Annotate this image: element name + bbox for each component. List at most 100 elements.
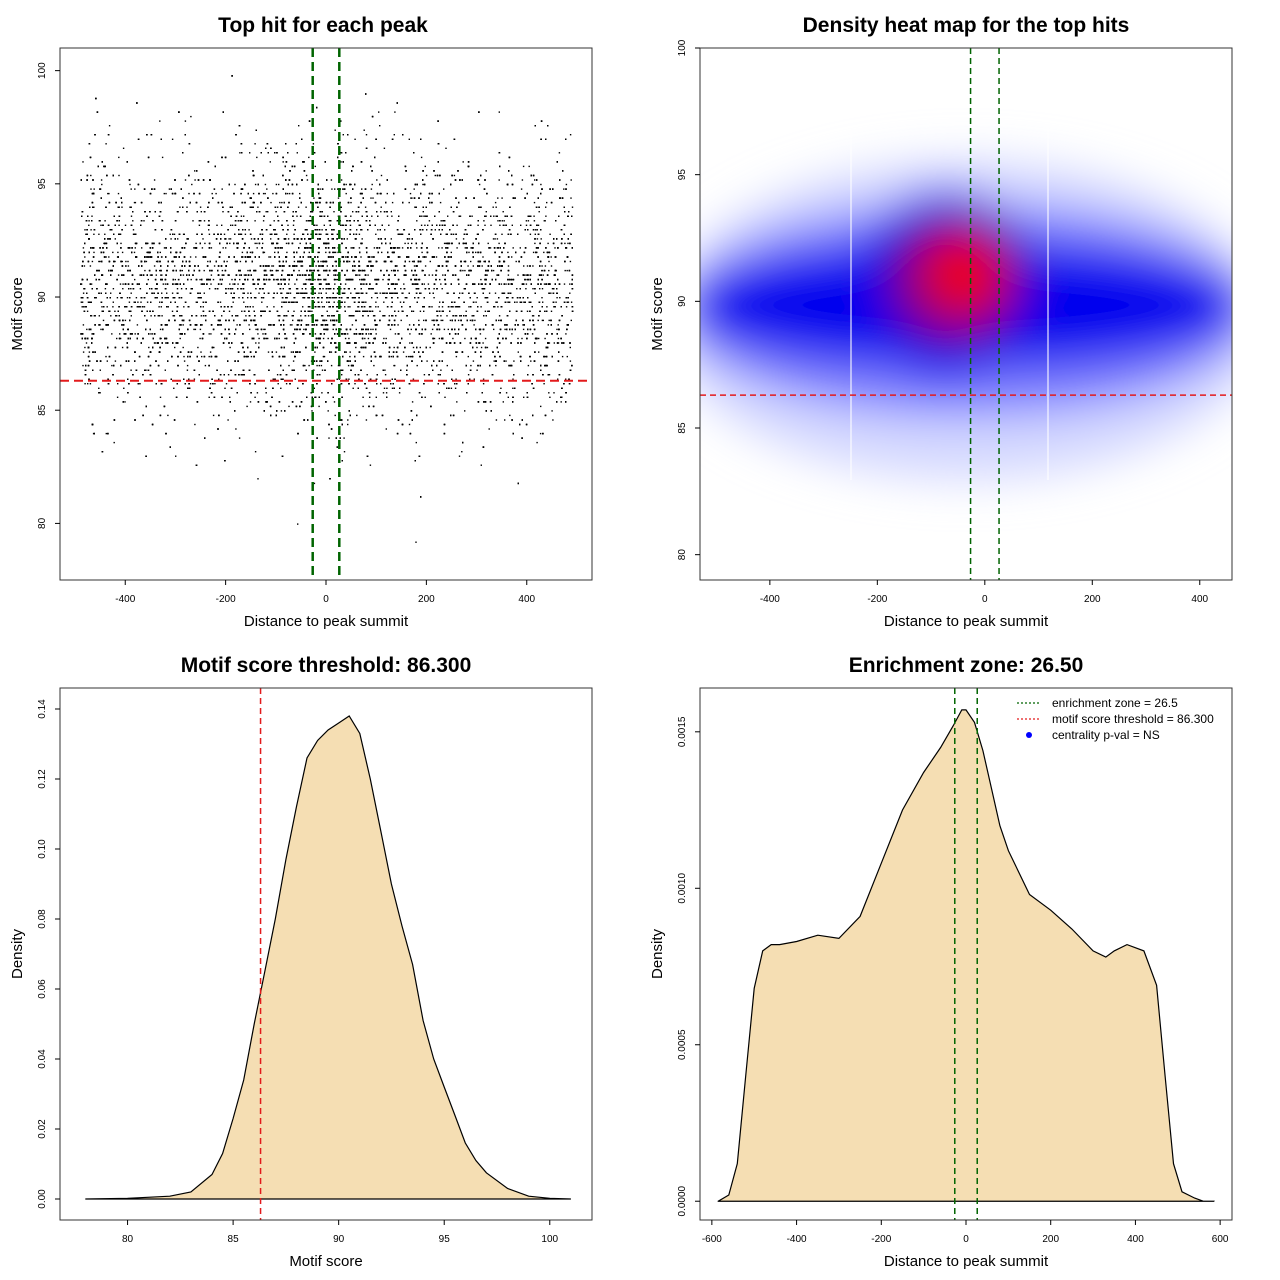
scatter-point <box>415 541 417 543</box>
scatter-point <box>356 414 358 417</box>
scatter-point <box>320 364 323 367</box>
scatter-point <box>258 337 260 340</box>
scatter-point <box>213 265 216 267</box>
scatter-point <box>333 211 335 213</box>
scatter-point <box>167 306 169 308</box>
scatter-point <box>254 143 256 145</box>
scatter-point <box>275 278 277 281</box>
scatter-point <box>467 265 469 267</box>
scatter-point <box>424 215 427 217</box>
scatter-point <box>288 364 290 367</box>
scatter-point <box>267 337 269 340</box>
scatter-point <box>370 188 373 190</box>
scatter-point <box>339 224 342 226</box>
scatter-point <box>375 306 377 308</box>
scatter-point <box>201 355 203 358</box>
scatter-point <box>210 333 212 335</box>
scatter-point <box>343 288 345 290</box>
scatter-point <box>365 419 368 421</box>
scatter-point <box>534 233 536 235</box>
scatter-point <box>312 143 315 145</box>
scatter-point <box>242 292 244 294</box>
scatter-point <box>85 233 87 235</box>
scatter-point <box>308 247 310 249</box>
scatter-point <box>412 310 415 312</box>
scatter-point <box>285 242 288 245</box>
scatter-point <box>108 256 110 258</box>
scatter-point <box>107 192 109 195</box>
scatter-point <box>470 364 472 367</box>
scatter-point <box>105 143 107 145</box>
scatter-point <box>364 206 367 208</box>
scatter-point <box>544 310 546 312</box>
scatter-point <box>492 269 495 272</box>
scatter-point <box>485 215 487 217</box>
scatter-point <box>550 292 552 294</box>
scatter-point <box>101 183 103 186</box>
scatter-point <box>240 215 243 217</box>
scatter-point <box>343 451 346 453</box>
scatter-point <box>322 337 325 340</box>
scatter-point <box>328 297 331 299</box>
scatter-point <box>370 197 372 199</box>
scatter-point <box>325 292 327 294</box>
scatter-point <box>155 260 158 263</box>
scatter-point <box>120 242 122 245</box>
scatter-point <box>484 224 486 226</box>
scatter-point <box>304 292 307 294</box>
scatter-point <box>186 364 189 367</box>
scatter-point <box>391 387 394 389</box>
scatter-point <box>345 351 347 353</box>
scatter-point <box>450 251 452 254</box>
scatter-point <box>160 306 162 308</box>
scatter-point <box>496 247 498 249</box>
scatter-point <box>307 278 309 281</box>
scatter-point <box>270 201 272 204</box>
scatter-point <box>388 224 390 226</box>
scatter-point <box>279 201 281 204</box>
scatter-point <box>275 183 278 186</box>
scatter-point <box>161 315 163 317</box>
scatter-point <box>348 278 350 281</box>
scatter-point <box>463 260 465 263</box>
scatter-point <box>416 247 418 249</box>
scatter-point <box>216 224 218 226</box>
scatter-point <box>179 206 181 208</box>
scatter-point <box>544 265 547 267</box>
scatter-point <box>130 215 133 217</box>
scatter-point <box>410 197 412 199</box>
scatter-point <box>173 315 176 317</box>
scatter-point <box>139 306 142 308</box>
scatter-point <box>269 310 271 312</box>
scatter-point <box>344 283 347 285</box>
scatter-point <box>442 319 444 322</box>
scatter-point <box>560 401 562 403</box>
scatter-point <box>419 310 422 312</box>
scatter-point <box>405 355 408 358</box>
scatter-point <box>252 306 254 308</box>
scatter-point <box>489 247 492 249</box>
scatter-point <box>82 351 85 353</box>
scatter-point <box>382 392 385 394</box>
scatter-point <box>193 247 195 249</box>
scatter-point <box>504 328 506 331</box>
scatter-point <box>160 274 162 276</box>
scatter-point <box>226 260 228 263</box>
scatter-point <box>82 324 85 326</box>
scatter-point <box>82 306 85 308</box>
scatter-point <box>543 251 545 254</box>
scatter-point <box>380 211 382 213</box>
scatter-point <box>559 297 561 299</box>
scatter-point <box>442 274 444 276</box>
scatter-point <box>424 224 426 226</box>
scatter-point <box>184 120 187 122</box>
scatter-point <box>287 224 289 226</box>
scatter-point <box>266 306 268 308</box>
scatter-point <box>232 301 234 303</box>
scatter-point <box>360 346 362 349</box>
scatter-point <box>323 355 326 358</box>
scatter-point <box>347 306 349 308</box>
scatter-point <box>116 337 118 340</box>
scatter-point <box>483 260 485 263</box>
scatter-point <box>229 242 231 245</box>
